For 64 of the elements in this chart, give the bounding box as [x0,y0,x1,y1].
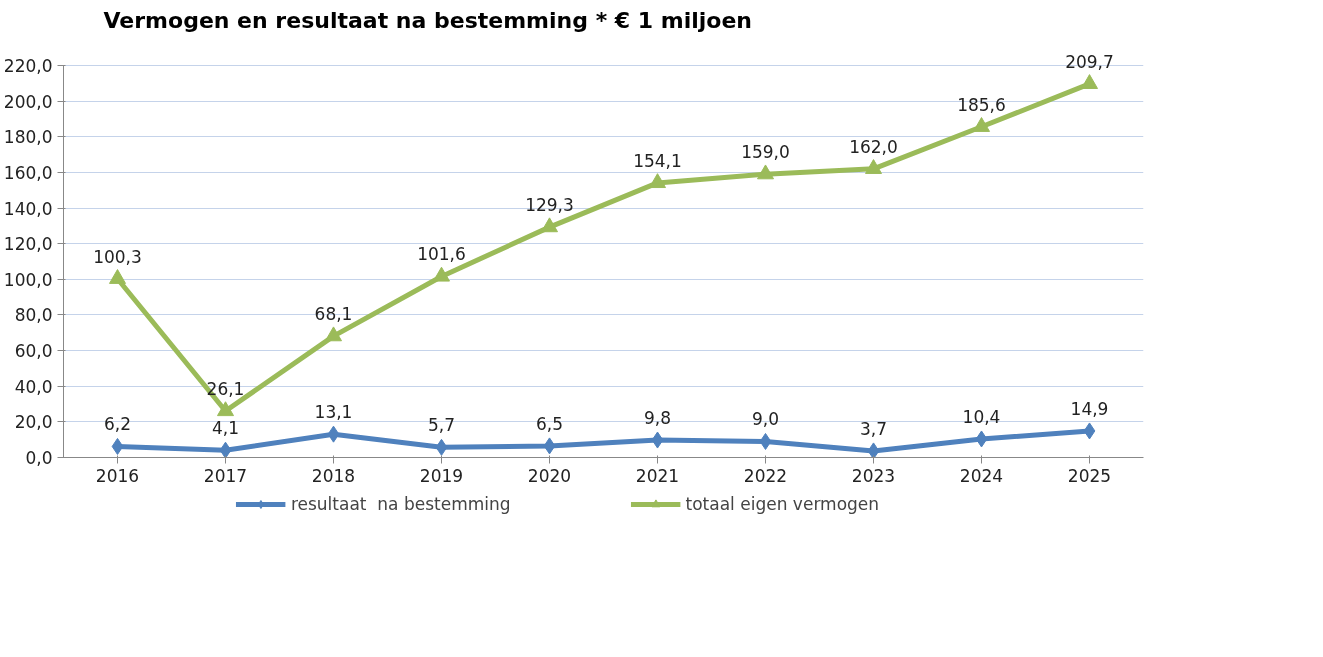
x-tick-label: 2020 [527,465,572,486]
x-tick-label: 2023 [851,465,896,486]
data-label: 3,7 [859,418,888,439]
y-tick-label: 80,0 [14,305,53,326]
y-tick-label: 180,0 [3,127,53,148]
point [757,164,774,180]
data-label: 154,1 [633,150,682,171]
data-label: 129,3 [525,195,574,216]
data-label: 6,2 [103,414,132,435]
point [865,159,882,174]
point [219,441,232,458]
data-label: 13,1 [314,402,353,423]
point [325,326,342,342]
y-tick-label: 160,0 [3,162,53,183]
data-label: 100,3 [93,246,142,267]
legend-label: totaal eigen vermogen [685,494,880,514]
x-tick-label: 2022 [743,465,788,486]
x-tick-label: 2016 [95,465,140,486]
y-tick-label: 140,0 [3,198,53,219]
point [433,266,450,282]
point [327,425,340,443]
y-tick-label: 220,0 [3,56,53,76]
point [973,117,990,132]
y-tick-label: 40,0 [14,376,53,397]
data-label: 185,6 [957,94,1006,115]
x-tick-label: 2025 [1067,465,1112,486]
data-label: 162,0 [849,136,898,157]
point [649,173,666,189]
point [1083,422,1096,440]
data-label: 5,7 [427,415,456,436]
point [217,401,234,417]
y-tick-label: 20,0 [14,412,53,433]
point [543,437,556,455]
data-label: 209,7 [1065,51,1114,72]
point [111,437,124,455]
point [109,269,126,284]
y-tick-label: 120,0 [3,234,53,255]
legend-label: resultaat na bestemming [290,494,511,514]
x-tick-label: 2021 [635,465,680,486]
point [975,430,988,448]
x-tick-label: 2019 [419,465,464,486]
data-label: 10,4 [962,406,1001,427]
x-tick-label: 2018 [311,465,356,486]
y-tick-label: 0,0 [25,448,53,468]
point [1081,74,1098,89]
x-tick-label: 2017 [203,465,248,486]
data-label: 6,5 [535,413,564,434]
chart-title: Vermogen en resultaat na bestemming * € 1 miljoen [103,7,752,33]
data-label: 4,1 [211,418,240,439]
data-label: 68,1 [314,304,353,325]
point [867,442,880,458]
y-tick-label: 60,0 [14,341,53,362]
y-tick-label: 100,0 [3,269,53,290]
data-label: 159,0 [741,142,790,163]
point [651,431,664,449]
data-label: 101,6 [417,244,466,265]
point [435,438,448,456]
y-tick-label: 200,0 [3,91,53,112]
point [541,217,558,233]
data-label: 14,9 [1070,398,1109,419]
point [759,432,772,450]
data-label: 9,0 [751,409,780,430]
data-label: 9,8 [643,408,672,429]
x-tick-label: 2024 [959,465,1004,486]
